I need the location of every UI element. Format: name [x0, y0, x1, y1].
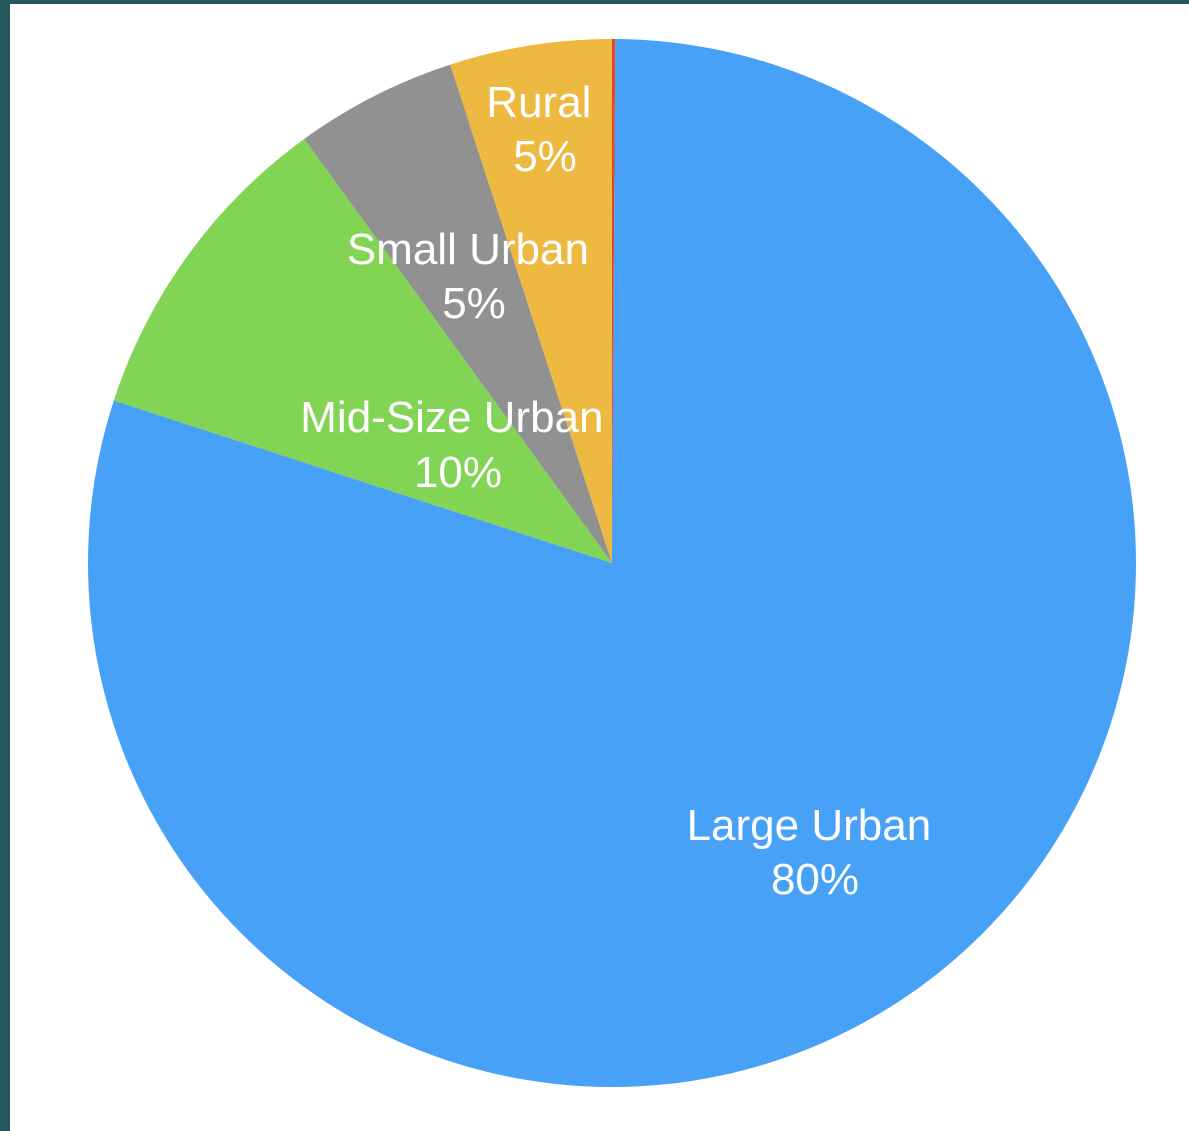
pie-slice-other [612, 39, 616, 563]
pie-slice-rural [450, 39, 612, 563]
slice-label-small-urban: Small Urban 5% [347, 225, 601, 328]
slice-name-rural: Rural [486, 78, 591, 127]
pie-slices [88, 39, 1137, 1087]
pie-slice-mid-size-urban [113, 138, 613, 564]
slice-label-rural: Rural 5% [486, 78, 603, 181]
slice-percent-large-urban: 80% [771, 855, 859, 904]
slice-percent-small-urban: 5% [442, 279, 506, 328]
slice-name-mid-size-urban: Mid-Size Urban [300, 393, 603, 442]
pie-slice-small-urban [304, 64, 612, 564]
pie-slice-large-urban [88, 39, 1137, 1087]
slice-label-large-urban: Large Urban 80% [687, 801, 944, 904]
slice-percent-rural: 5% [513, 132, 577, 181]
slice-label-mid-size-urban: Mid-Size Urban 10% [300, 393, 615, 497]
slice-labels: Large Urban 80% Mid-Size Urban 10% Small… [300, 78, 944, 904]
slice-percent-mid-size-urban: 10% [414, 448, 502, 497]
slice-name-small-urban: Small Urban [347, 225, 589, 274]
slice-name-large-urban: Large Urban [687, 801, 932, 850]
